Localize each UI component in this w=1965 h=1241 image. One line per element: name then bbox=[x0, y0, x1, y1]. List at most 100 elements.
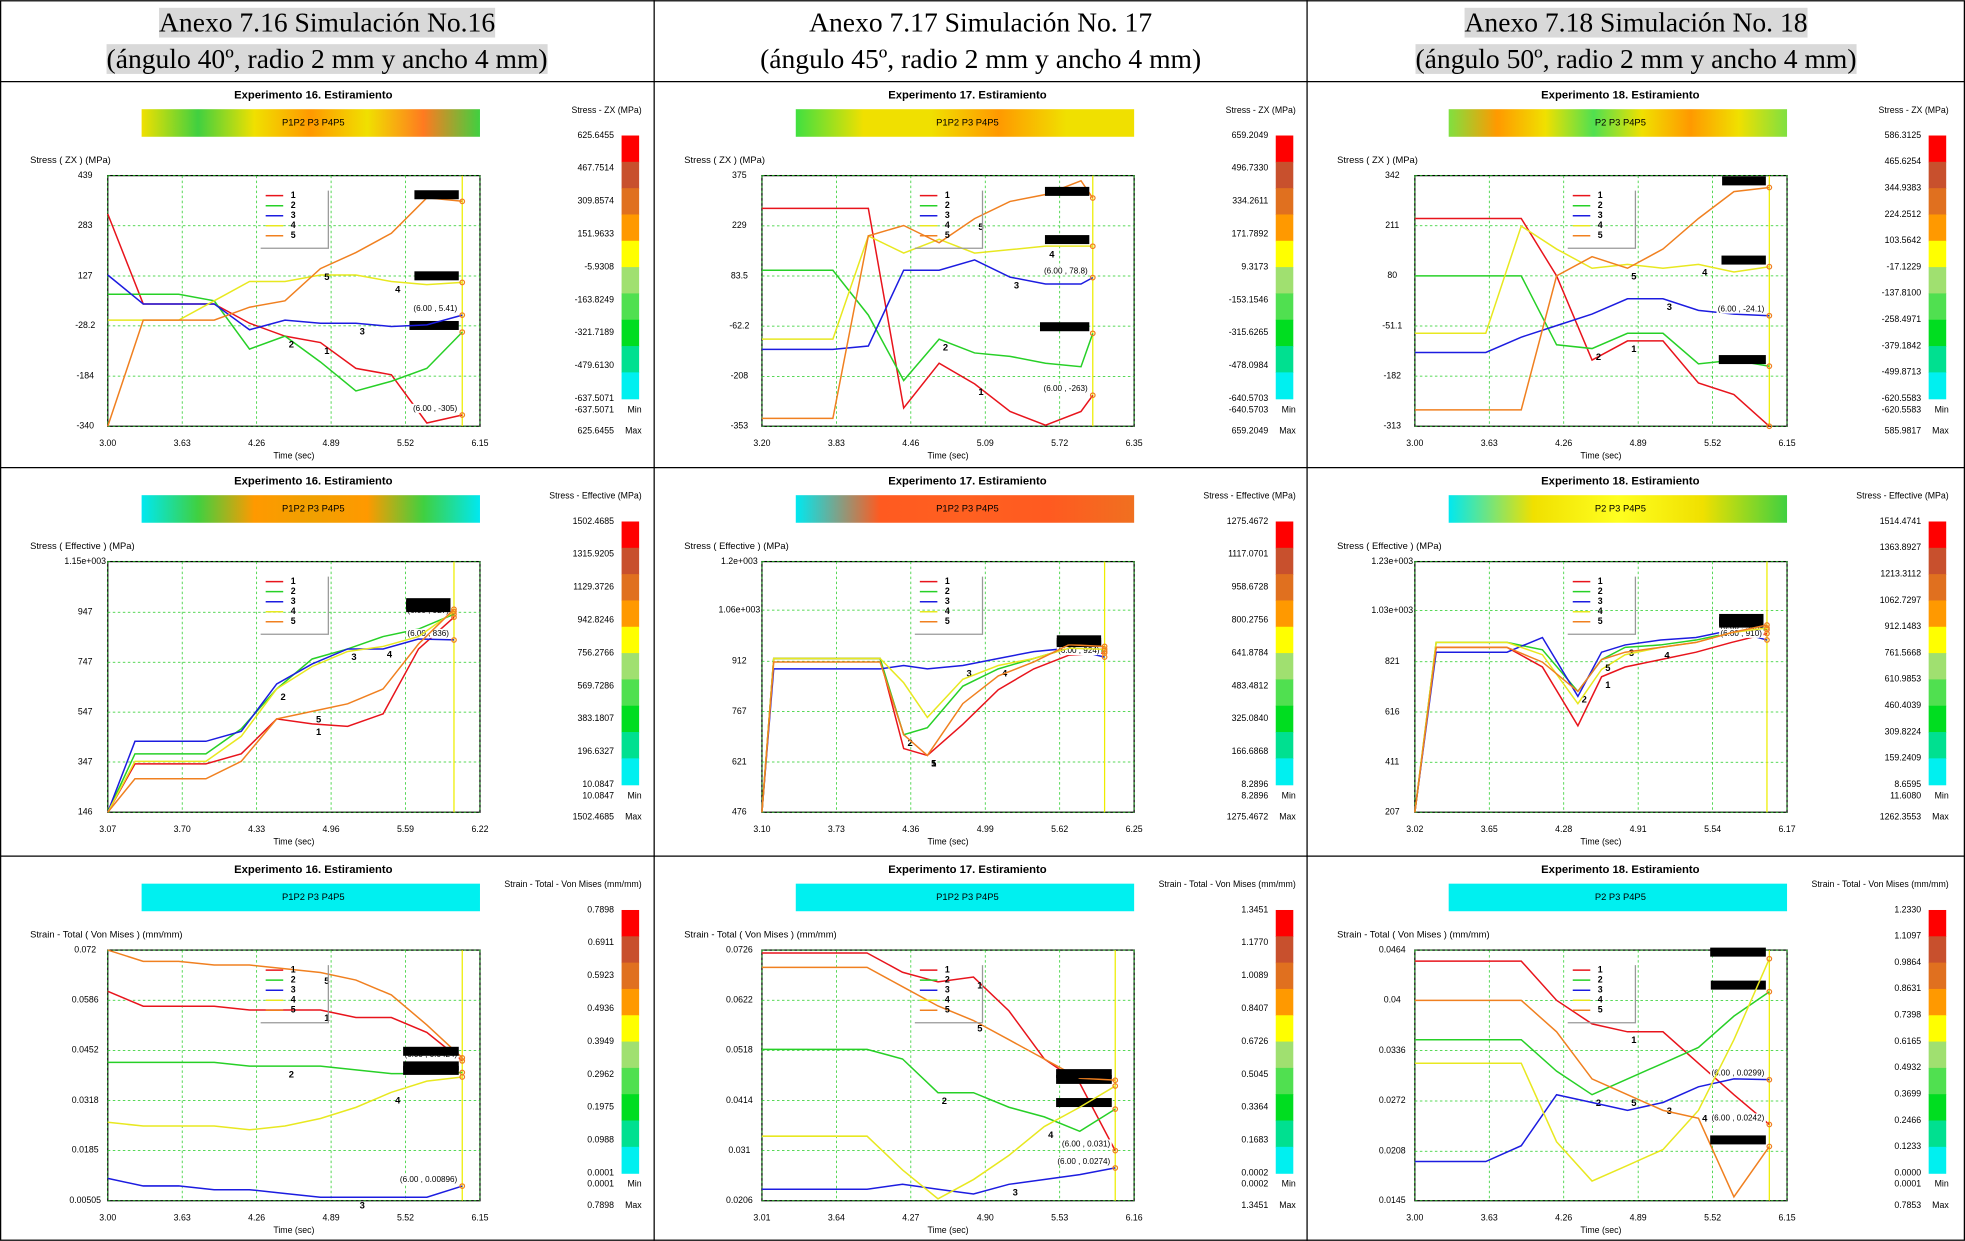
series-label: 2 bbox=[1596, 1097, 1601, 1108]
series-label: 5 bbox=[1631, 270, 1636, 281]
x-tick-label: 4.89 bbox=[323, 438, 340, 448]
y-tick-label: 0.0336 bbox=[1379, 1045, 1406, 1055]
y-tick-label: 1.15e+003 bbox=[64, 556, 106, 566]
scale-tick-label: -137.8100 bbox=[1882, 288, 1922, 298]
scale-band bbox=[1929, 372, 1947, 399]
y-tick-label: -182 bbox=[1384, 370, 1402, 380]
scale-min-value: -637.5071 bbox=[575, 404, 615, 414]
legend-label: 1 bbox=[1598, 576, 1603, 586]
scale-min-value: 10.0847 bbox=[582, 790, 614, 800]
scale-tick-label: 641.8784 bbox=[1232, 647, 1269, 657]
header-text: (ángulo 40º, radio 2 mm y ancho 4 mm) bbox=[107, 43, 548, 74]
x-tick-label: 4.33 bbox=[248, 824, 265, 834]
scale-min-label: Min bbox=[628, 1179, 642, 1189]
scale-tick-label: 0.6911 bbox=[588, 937, 614, 947]
scale-max-label: Max bbox=[1932, 812, 1949, 822]
x-tick-label: 6.25 bbox=[1126, 824, 1143, 834]
scale-tick-label: 1062.7297 bbox=[1880, 595, 1922, 605]
scale-min-label: Min bbox=[1282, 404, 1296, 414]
chart-title: Experimento 17. Estiramiento bbox=[888, 89, 1047, 101]
y-tick-label: -184 bbox=[76, 370, 94, 380]
scale-title: Stress - Effective (MPa) bbox=[1856, 491, 1948, 501]
scale-tick-label: 0.2962 bbox=[587, 1069, 614, 1079]
x-tick-label: 6.15 bbox=[1779, 1213, 1796, 1223]
scale-min-value: -640.5703 bbox=[1229, 404, 1269, 414]
scale-tick-label: 1.2330 bbox=[1894, 904, 1921, 914]
scale-tick-label: 0.0001 bbox=[587, 1167, 614, 1177]
scale-max-value: 585.9817 bbox=[1885, 426, 1922, 436]
y-tick-label: 211 bbox=[1385, 220, 1399, 230]
scale-min-label: Min bbox=[1935, 790, 1949, 800]
chart-title: Experimento 18. Estiramiento bbox=[1541, 89, 1700, 101]
scale-tick-label: -5.9308 bbox=[584, 261, 614, 271]
scale-band bbox=[1276, 574, 1294, 601]
y-tick-label: 0.0318 bbox=[72, 1095, 99, 1105]
end-label: (6.00 , 0.0432) bbox=[404, 1047, 457, 1056]
x-tick-label: 3.70 bbox=[174, 824, 191, 834]
probe-labels: P1P2 P3 P4P5 bbox=[282, 502, 345, 513]
scale-tick-label: 171.7892 bbox=[1232, 229, 1269, 239]
scale-tick-label: -17.1229 bbox=[1887, 261, 1922, 271]
end-label: (6.00 , -263) bbox=[1044, 384, 1089, 393]
y-tick-label: 439 bbox=[78, 170, 93, 180]
scale-tick-label: 8.6595 bbox=[1894, 779, 1921, 789]
legend-label: 2 bbox=[1598, 586, 1603, 596]
scale-tick-label: 325.0840 bbox=[1232, 713, 1269, 723]
legend-label: 3 bbox=[1598, 210, 1603, 220]
y-tick-label: 83.5 bbox=[731, 270, 748, 280]
x-tick-label: 5.52 bbox=[1704, 1213, 1721, 1223]
end-label: (6.00 , 959) bbox=[407, 598, 449, 607]
y-tick-label: 476 bbox=[732, 807, 747, 817]
scale-band bbox=[1929, 1147, 1947, 1174]
chart-title: Experimento 17. Estiramiento bbox=[888, 475, 1047, 487]
scale-tick-label: 569.7286 bbox=[578, 680, 615, 690]
scale-band bbox=[1276, 346, 1294, 373]
scale-band bbox=[622, 627, 640, 654]
scale-band bbox=[622, 136, 640, 163]
end-label: (6.00 , -305) bbox=[413, 404, 458, 413]
end-label: (6.00 , 0.0214) bbox=[1711, 1135, 1764, 1144]
scale-band bbox=[622, 346, 640, 373]
series-label: 3 bbox=[1667, 1105, 1672, 1116]
y-tick-label: -51.1 bbox=[1382, 320, 1402, 330]
legend-label: 5 bbox=[945, 616, 950, 626]
y-tick-label: 0.031 bbox=[728, 1145, 750, 1155]
end-label: (6.00 , 170) bbox=[1046, 235, 1088, 244]
scale-tick-label: 0.0988 bbox=[587, 1135, 614, 1145]
scale-band bbox=[1929, 293, 1947, 320]
scale-band bbox=[622, 679, 640, 706]
y-axis-title: Stress ( Effective ) (MPa) bbox=[1337, 540, 1442, 551]
series-label: 1 bbox=[1631, 343, 1636, 354]
legend-label: 4 bbox=[1598, 606, 1603, 616]
scale-band bbox=[1276, 653, 1294, 680]
scale-tick-label: 0.3364 bbox=[1241, 1102, 1268, 1112]
y-tick-label: -62.2 bbox=[729, 320, 749, 330]
x-tick-label: 4.26 bbox=[1555, 438, 1572, 448]
x-tick-label: 4.28 bbox=[1555, 824, 1572, 834]
series-label: 3 bbox=[1013, 1187, 1018, 1198]
x-tick-label: 4.27 bbox=[902, 1213, 919, 1223]
scale-band bbox=[622, 293, 640, 320]
scale-min-value: 0.0001 bbox=[1894, 1179, 1921, 1189]
scale-band bbox=[622, 989, 640, 1016]
end-label: (6.00 , 359) bbox=[416, 190, 458, 199]
header-text: Anexo 7.16 Simulación No.16 bbox=[159, 7, 495, 38]
end-label: (6.00 , 78.8) bbox=[1044, 266, 1088, 275]
scale-band bbox=[1929, 963, 1947, 990]
scale-band bbox=[622, 1094, 640, 1121]
x-tick-label: 3.83 bbox=[828, 438, 845, 448]
series-label: 4 bbox=[395, 1095, 401, 1106]
x-axis-title: Time (sec) bbox=[273, 451, 314, 461]
scale-tick-label: 383.1807 bbox=[578, 713, 615, 723]
legend-label: 5 bbox=[1598, 1005, 1603, 1015]
y-tick-label: 0.0414 bbox=[726, 1095, 753, 1105]
x-tick-label: 3.07 bbox=[99, 824, 116, 834]
scale-band bbox=[622, 1068, 640, 1095]
legend-label: 4 bbox=[945, 995, 950, 1005]
x-tick-label: 6.22 bbox=[471, 824, 488, 834]
scale-band bbox=[622, 548, 640, 575]
legend-label: 1 bbox=[291, 190, 296, 200]
y-tick-label: 767 bbox=[732, 706, 747, 716]
legend-label: 5 bbox=[291, 230, 296, 240]
scale-tick-label: 1502.4685 bbox=[573, 516, 615, 526]
